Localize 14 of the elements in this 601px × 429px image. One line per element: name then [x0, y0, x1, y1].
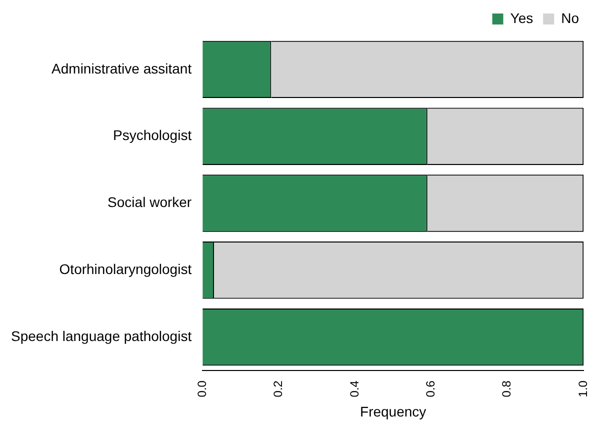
- y-tick-label: Psychologist: [113, 127, 192, 144]
- x-tick-label: 1.0: [576, 380, 590, 398]
- x-tick-label: 0.2: [271, 380, 286, 398]
- x-tick-label: 0.4: [347, 380, 362, 398]
- y-tick-label: Otorhinolaryngologist: [59, 261, 192, 278]
- legend-label: No: [561, 10, 580, 26]
- y-tick-label: Speech language pathologist: [11, 328, 192, 344]
- y-tick-label: Administrative assitant: [52, 60, 192, 76]
- x-tick-label: 0.8: [500, 380, 514, 398]
- legend-label: Yes: [510, 10, 534, 26]
- x-tick-label: 0.0: [194, 380, 209, 398]
- x-tick-label: 0.6: [424, 380, 438, 398]
- x-axis-title: Frequency: [360, 403, 426, 420]
- y-tick-label: Social worker: [108, 194, 192, 210]
